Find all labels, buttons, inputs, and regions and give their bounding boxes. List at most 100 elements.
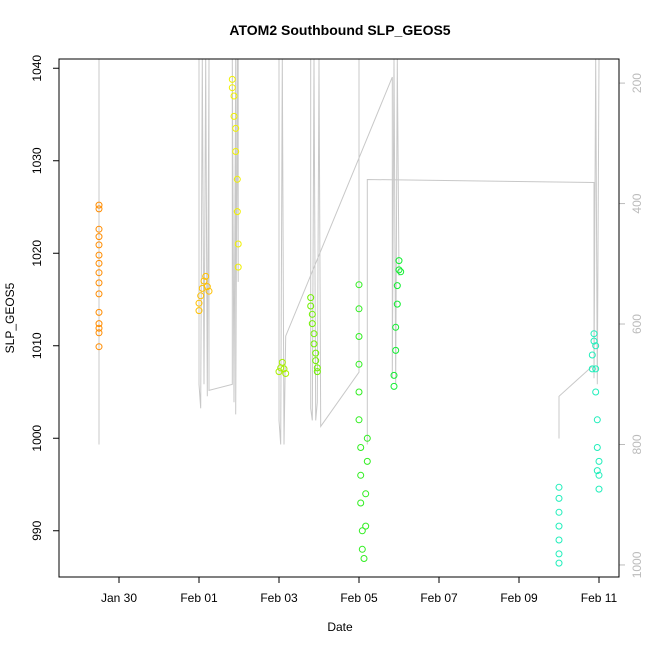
y-tick-label-5: 1040 [30,55,44,82]
data-point-s6-5 [393,282,401,290]
data-point-layer [95,75,603,567]
data-point-s1-0 [195,307,203,315]
data-point-s7-4 [555,536,563,544]
y-axis-label: SLP_GEOS5 [3,282,17,353]
data-point-s1-7 [205,287,213,295]
data-point-s0-14 [95,343,103,351]
data-point-s6-4 [393,300,401,308]
data-point-s2-6 [233,175,241,183]
data-point-s7-1 [555,494,563,502]
data-point-s2-5 [232,148,240,155]
data-point-s8-7 [593,416,601,424]
x-tick-label-1: Feb 01 [180,591,218,605]
altitude-trace-1 [198,58,239,415]
data-point-s1-4 [200,277,208,285]
data-point-s2-2 [230,92,238,100]
y-tick-label-4: 1030 [30,147,44,174]
chart-title: ATOM2 Southbound SLP_GEOS5 [229,22,450,38]
x-axis-label: Date [327,620,353,634]
data-point-s4-0 [307,294,315,302]
data-point-s0-6 [95,259,103,267]
data-point-s6-6 [395,266,403,274]
data-point-s1-1 [195,299,203,307]
altitude-trace-4 [366,58,600,445]
data-point-s6-7 [395,257,403,265]
data-point-s0-1 [95,205,103,213]
data-point-s8-6 [592,388,600,396]
data-point-s8-1 [588,351,596,359]
x-tick-label-2: Feb 03 [260,591,298,605]
data-point-s1-6 [203,283,211,291]
data-point-s0-5 [95,251,103,259]
data-point-s8-9 [593,467,601,475]
data-point-s5-11 [360,555,368,562]
data-point-s2-9 [234,263,242,271]
data-point-s0-2 [95,225,103,233]
data-point-s7-2 [555,508,563,516]
y-tick-label-1: 1000 [30,425,44,452]
data-point-s0-9 [95,290,103,298]
data-point-s2-7 [233,208,241,216]
data-point-s6-0 [390,382,398,390]
data-point-s5-14 [363,457,371,465]
data-point-s1-5 [202,272,210,280]
data-point-s4-5 [310,340,318,348]
data-point-s0-13 [95,329,103,337]
data-point-s0-7 [95,269,103,277]
x-tick-label-3: Feb 05 [340,591,378,605]
data-point-s4-7 [312,357,320,365]
data-point-s7-3 [555,522,563,530]
altitude-trace-layer [98,58,600,445]
data-point-s0-12 [95,324,103,332]
data-point-s0-8 [95,279,103,287]
data-point-s2-4 [232,124,240,132]
data-point-s5-0 [355,281,363,289]
data-point-s2-0 [228,75,236,83]
data-point-s0-10 [95,308,103,316]
data-point-s8-8 [593,444,601,451]
data-point-s0-11 [95,320,103,328]
data-point-s8-0 [588,365,596,373]
data-point-s5-9 [358,527,366,535]
data-point-s5-1 [355,305,363,313]
right-tick-label-4: 1000 [630,551,644,578]
data-point-s6-8 [397,268,405,276]
data-point-s2-3 [230,112,238,120]
data-point-s0-3 [95,233,103,241]
data-point-s5-4 [355,388,363,396]
data-point-s8-11 [595,471,603,479]
data-point-s8-10 [595,485,603,493]
data-point-s4-3 [308,320,316,328]
data-point-s6-2 [392,346,400,354]
data-point-s2-8 [234,240,242,248]
data-point-s6-3 [392,323,400,331]
data-point-s5-13 [362,490,370,498]
x-tick-label-6: Feb 11 [581,591,618,605]
data-point-s5-5 [355,416,363,424]
data-point-s3-2 [278,358,286,366]
y-tick-label-3: 1020 [30,240,44,267]
data-point-s4-4 [310,330,318,338]
data-point-s5-3 [355,360,363,368]
right-tick-label-3: 800 [630,434,644,454]
data-point-s3-3 [280,365,288,373]
x-tick-label-5: Feb 09 [500,591,538,605]
data-point-s6-1 [390,371,398,379]
data-point-s5-10 [358,545,366,553]
data-point-s8-3 [590,330,598,338]
data-point-s5-15 [363,434,371,442]
right-tick-label-1: 400 [630,193,644,213]
data-point-s5-6 [357,444,365,451]
data-point-s8-12 [595,457,603,465]
data-point-s8-5 [592,365,600,373]
data-point-s5-8 [357,499,365,507]
data-point-s1-2 [197,292,205,300]
plot-frame [58,58,620,578]
x-tick-label-4: Feb 07 [420,591,458,605]
data-point-s5-12 [362,522,370,530]
y-tick-label-0: 990 [30,520,44,540]
data-point-s0-0 [95,201,103,209]
data-point-s4-2 [308,310,316,318]
